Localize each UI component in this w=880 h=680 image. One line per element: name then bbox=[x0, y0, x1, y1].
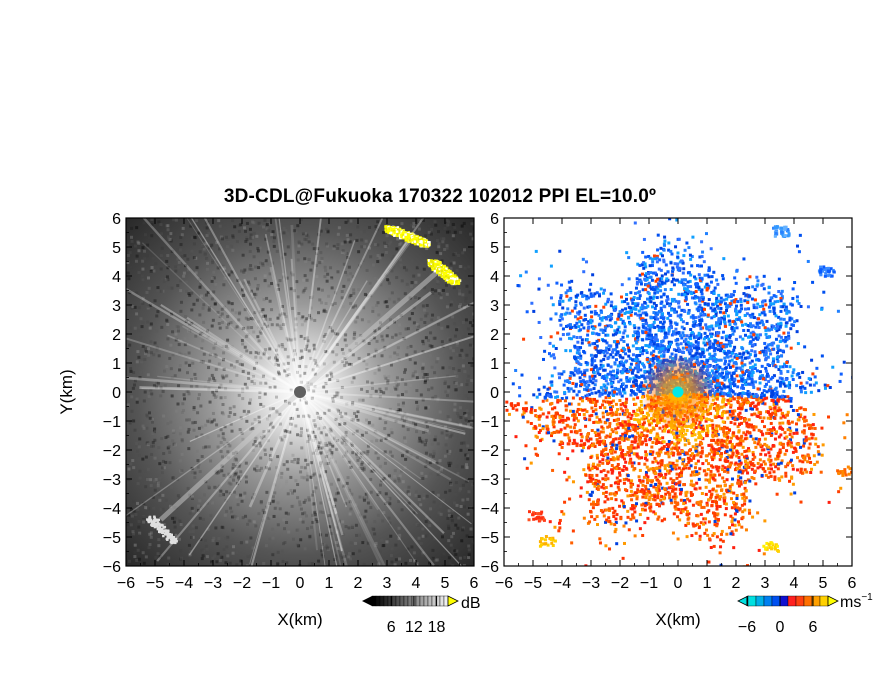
x-tick-label: 2 bbox=[732, 575, 741, 592]
colorbar-unit: ms−1 bbox=[840, 592, 873, 611]
y-tick-label: 3 bbox=[490, 298, 499, 315]
y-tick-label: −3 bbox=[103, 472, 121, 489]
y-tick-label: 0 bbox=[490, 385, 499, 402]
y-tick-label: 0 bbox=[112, 385, 121, 402]
reflectivity-panel: −6 −5 −4 −3 −2 −1 0 1 2 3 4 5 6 −6 −5 −4 −3 −2 −1 0 1 2 3 4 5 6 bbox=[103, 211, 479, 592]
y-tick-label: −1 bbox=[103, 414, 121, 431]
x-tick-label: −3 bbox=[204, 575, 222, 592]
y-tick-label: −5 bbox=[481, 530, 499, 547]
y-tick-label: −1 bbox=[481, 414, 499, 431]
colorbar-tick-label: 12 bbox=[405, 619, 423, 636]
y-tick-label: −3 bbox=[481, 472, 499, 489]
x-tick-label: 6 bbox=[470, 575, 479, 592]
radar-site-marker bbox=[294, 386, 306, 398]
y-tick-label: 4 bbox=[112, 269, 121, 286]
x-tick-label: −4 bbox=[175, 575, 193, 592]
colorbar-unit: dB bbox=[461, 595, 481, 612]
reflectivity-noise bbox=[126, 218, 474, 566]
x-tick-label: −5 bbox=[146, 575, 164, 592]
x-tick-label: 6 bbox=[848, 575, 857, 592]
colorbar-velocity: −6 0 6 ms−1 bbox=[737, 592, 873, 636]
colorbar-reflectivity: 6 12 18 dB bbox=[362, 595, 481, 636]
x-tick-label: −6 bbox=[117, 575, 135, 592]
colorbar-arrow-high bbox=[827, 595, 839, 607]
colorbar-tick-label: −6 bbox=[738, 619, 756, 636]
y-tick-label: 1 bbox=[112, 356, 121, 373]
x-tick-label: −3 bbox=[582, 575, 600, 592]
chart-title: 3D-CDL@Fukuoka 170322 102012 PPI EL=10.0… bbox=[223, 186, 657, 207]
x-tick-label: −2 bbox=[233, 575, 251, 592]
x-tick-label: 1 bbox=[325, 575, 334, 592]
y-tick-label: 2 bbox=[112, 327, 121, 344]
radar-site-marker bbox=[672, 386, 684, 398]
axis-ticks: −6 −5 −4 −3 −2 −1 0 1 2 3 4 5 6 −6 −5 −4 −3 −2 −1 0 1 2 3 4 5 6 bbox=[103, 211, 479, 592]
x-tick-label: 5 bbox=[441, 575, 450, 592]
velocity-panel: −6 −5 −4 −3 −2 −1 0 1 2 3 4 5 6 −6 −5 −4 −3 −2 −1 0 1 2 3 4 5 6 bbox=[481, 211, 857, 592]
y-tick-label: −6 bbox=[103, 559, 121, 576]
reflectivity-rays bbox=[126, 218, 474, 566]
y-tick-label: −6 bbox=[481, 559, 499, 576]
x-tick-label: −6 bbox=[495, 575, 513, 592]
strong-echo bbox=[146, 225, 462, 545]
y-tick-label: 6 bbox=[490, 211, 499, 228]
y-tick-label: 3 bbox=[112, 298, 121, 315]
y-tick-label: 2 bbox=[490, 327, 499, 344]
y-tick-label: −2 bbox=[481, 443, 499, 460]
x-axis-label: X(km) bbox=[277, 610, 322, 629]
x-tick-label: 4 bbox=[790, 575, 799, 592]
y-tick-label: −2 bbox=[103, 443, 121, 460]
radial-beam bbox=[159, 390, 302, 522]
x-tick-label: 3 bbox=[383, 575, 392, 592]
colorbar-arrow-low bbox=[362, 596, 372, 606]
x-tick-label: −1 bbox=[262, 575, 280, 592]
y-tick-label: −4 bbox=[481, 501, 499, 518]
reflectivity-beams bbox=[159, 268, 441, 522]
x-tick-label: −1 bbox=[640, 575, 658, 592]
colorbar-tick-label: 6 bbox=[809, 619, 818, 636]
x-tick-label: −5 bbox=[524, 575, 542, 592]
x-tick-label: 5 bbox=[819, 575, 828, 592]
x-tick-label: 0 bbox=[296, 575, 305, 592]
x-tick-label: −2 bbox=[611, 575, 629, 592]
y-tick-label: 6 bbox=[112, 211, 121, 228]
x-tick-label: 3 bbox=[761, 575, 770, 592]
y-tick-label: 5 bbox=[490, 240, 499, 257]
colorbar-tick-label: 0 bbox=[776, 619, 785, 636]
x-tick-label: 4 bbox=[412, 575, 421, 592]
y-tick-label: 4 bbox=[490, 269, 499, 286]
y-tick-label: −5 bbox=[103, 530, 121, 547]
x-tick-label: 1 bbox=[703, 575, 712, 592]
y-axis-label: Y(km) bbox=[57, 369, 76, 414]
colorbar-tick-label: 6 bbox=[387, 619, 396, 636]
x-tick-label: −4 bbox=[553, 575, 571, 592]
y-tick-label: 5 bbox=[112, 240, 121, 257]
x-tick-label: 0 bbox=[674, 575, 683, 592]
colorbar-tick-label: 18 bbox=[428, 619, 446, 636]
colorbar-arrow-high bbox=[447, 595, 459, 607]
colorbar-gradient bbox=[371, 595, 449, 607]
colorbar-gradient bbox=[747, 595, 829, 607]
x-axis-label: X(km) bbox=[655, 610, 700, 629]
axis-ticks: −6 −5 −4 −3 −2 −1 0 1 2 3 4 5 6 −6 −5 −4 −3 −2 −1 0 1 2 3 4 5 6 bbox=[481, 211, 857, 592]
x-tick-label: 2 bbox=[354, 575, 363, 592]
y-tick-label: −4 bbox=[103, 501, 121, 518]
y-tick-label: 1 bbox=[490, 356, 499, 373]
radial-beam bbox=[298, 268, 441, 394]
